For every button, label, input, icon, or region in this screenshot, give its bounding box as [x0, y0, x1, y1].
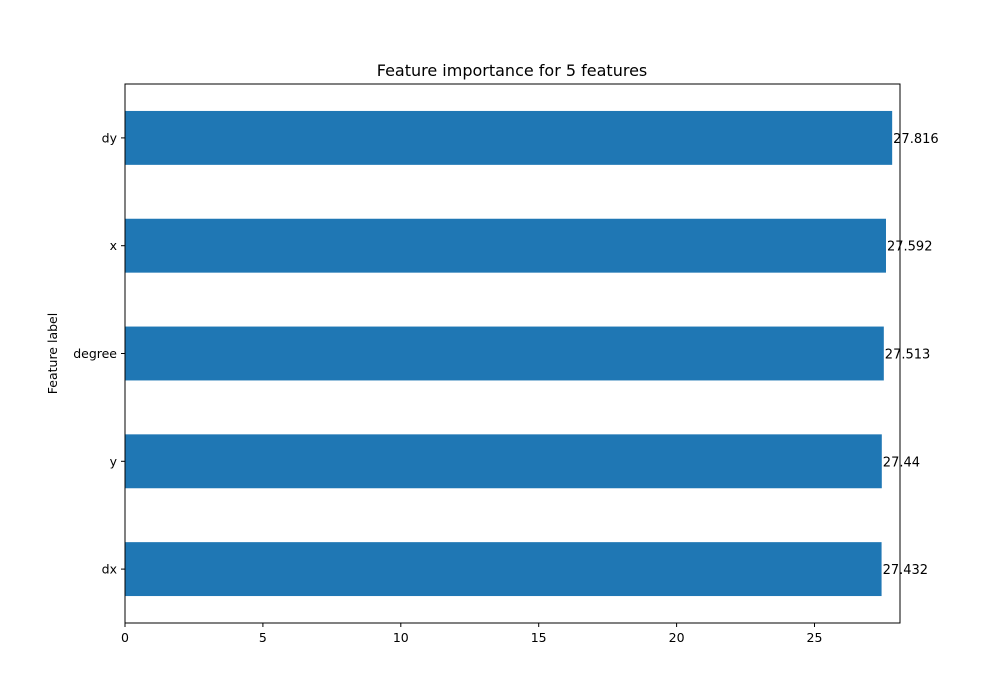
y-tick-label-degree: degree	[73, 346, 117, 361]
y-tick-label-y: y	[110, 454, 118, 469]
x-tick-label-10: 10	[393, 630, 409, 645]
x-tick-label-15: 15	[531, 630, 547, 645]
x-tick-label-5: 5	[259, 630, 267, 645]
bar-degree	[125, 326, 884, 381]
y-tick-label-dx: dx	[102, 562, 117, 577]
bar-value-label-dx: 27.432	[883, 563, 929, 578]
chart-title: Feature importance for 5 features	[377, 61, 648, 80]
bar-x	[125, 218, 886, 273]
bar-value-label-x: 27.592	[887, 240, 933, 255]
x-tick-label-0: 0	[121, 630, 129, 645]
y-tick-label-dy: dy	[102, 130, 118, 145]
bar-dy	[125, 110, 893, 165]
bar-value-label-dy: 27.816	[893, 132, 939, 147]
y-axis-ticks: dy x degree y dx	[73, 130, 125, 577]
x-tick-label-25: 25	[807, 630, 823, 645]
x-tick-label-20: 20	[669, 630, 685, 645]
bar-value-label-y: 27.44	[883, 455, 920, 470]
bar-labels-group: 27.816 27.592 27.513 27.44 27.432	[883, 132, 939, 578]
x-axis-ticks: 0 5 10 15 20 25	[121, 623, 822, 645]
bar-value-label-degree: 27.513	[885, 348, 931, 363]
bar-dx	[125, 542, 882, 597]
bar-y	[125, 434, 882, 489]
bars-group	[125, 110, 893, 597]
y-tick-label-x: x	[110, 238, 117, 253]
y-axis-label: Feature label	[45, 313, 60, 394]
